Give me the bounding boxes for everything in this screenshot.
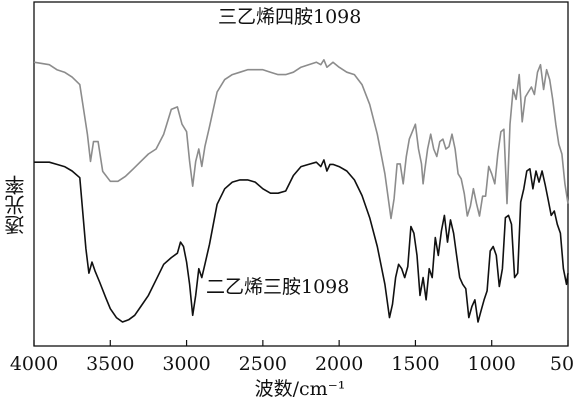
series-line-1 [34,159,569,323]
x-tick-label: 4000 [10,353,58,375]
y-axis-label: 透光率 [4,175,28,235]
x-tick-label: 3000 [162,353,210,375]
plot-frame [33,1,569,347]
series-label-diethylenetriamine: 二乙烯三胺1098 [206,276,350,298]
x-tick-label: 500 [550,353,573,375]
x-tick-label: 3500 [86,353,134,375]
x-axis-label: 波数/cm⁻¹ [254,378,346,400]
series-label-triethylenetetramine: 三乙烯四胺1098 [218,6,362,28]
series-line-0 [33,59,569,220]
series-lines [33,59,569,323]
x-tick-label: 2500 [239,353,287,375]
x-tick-label: 1000 [468,353,516,375]
x-tick-label: 2000 [315,353,363,375]
x-tick-label: 1500 [391,353,439,375]
x-axis-ticks: 4000 3500 3000 2500 2000 1500 1000 500 [10,340,573,375]
